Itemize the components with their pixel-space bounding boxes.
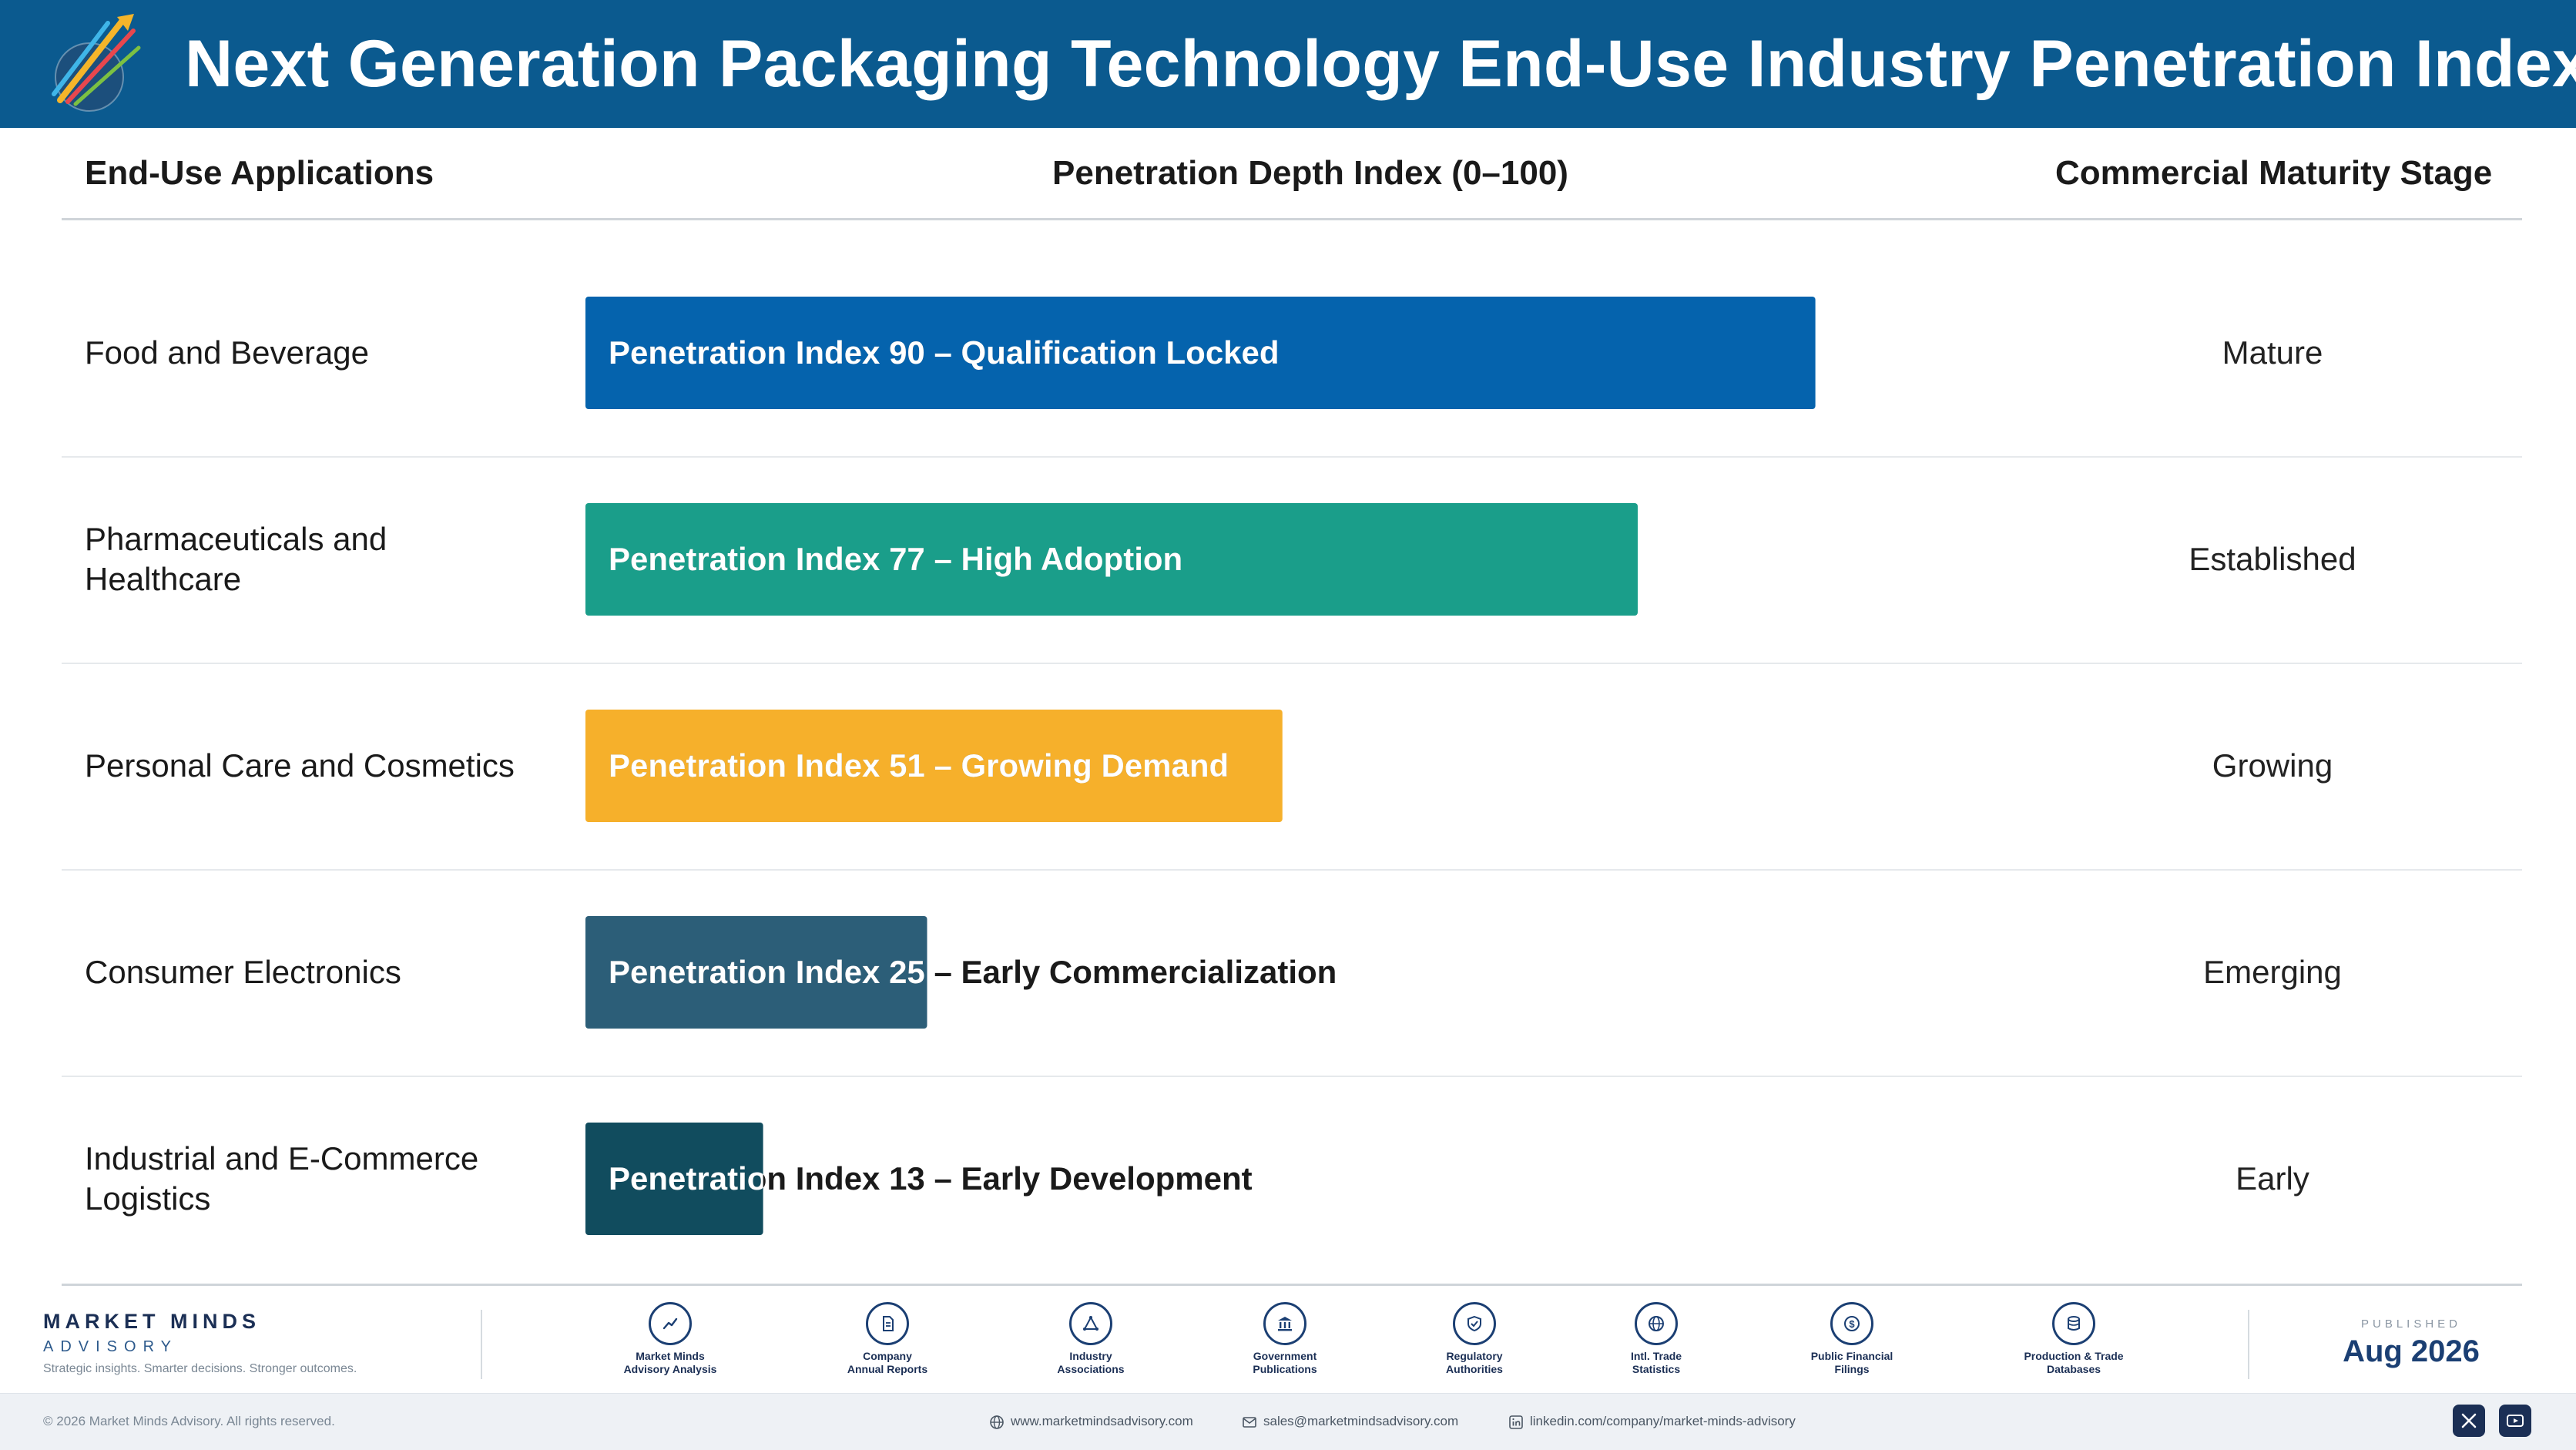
- source-icon-badge: $: [1830, 1302, 1873, 1345]
- page-title: Next Generation Packaging Technology End…: [185, 27, 2576, 101]
- source-item: $ Public Financial Filings: [1783, 1302, 1921, 1376]
- penetration-chart: Penetration Index 90 – Qualification Loc…: [0, 223, 2576, 1287]
- category-label: Personal Care and Cosmetics: [85, 747, 515, 784]
- source-item: Market Minds Advisory Analysis: [601, 1302, 740, 1376]
- website-text: www.marketmindsadvisory.com: [1011, 1414, 1193, 1428]
- bar-label: Penetration Index 51 – Growing Demand: [609, 747, 1229, 784]
- column-header-stage: Commercial Maturity Stage: [2055, 154, 2493, 192]
- brand-name: MARKET MINDS: [43, 1310, 260, 1333]
- source-item: Company Annual Reports: [818, 1302, 957, 1376]
- maturity-stage-label: Established: [2189, 541, 2356, 577]
- source-label: Industry Associations: [1057, 1350, 1125, 1375]
- column-header-applications: End-Use Applications: [85, 154, 434, 192]
- bar-label: Penetration Index 25 – Early Commerciali…: [609, 954, 1337, 990]
- x-icon: [2461, 1413, 2477, 1428]
- linkedin-link[interactable]: linkedin.com/company/market-minds-adviso…: [1508, 1414, 1796, 1430]
- bar-chart-svg: Penetration Index 90 – Qualification Loc…: [585, 297, 1816, 1235]
- row-separator: [62, 869, 2522, 871]
- maturity-stage-label: Early: [2236, 1160, 2309, 1197]
- government-building-icon: [1278, 1317, 1292, 1331]
- mail-icon: [1243, 1416, 1256, 1428]
- row-separator: [62, 663, 2522, 664]
- bar: [585, 710, 1283, 822]
- video-play-icon: [2507, 1415, 2524, 1427]
- column-header-index: Penetration Depth Index (0–100): [1052, 154, 1568, 192]
- category-label: Pharmaceuticals and Healthcare: [85, 521, 387, 597]
- source-label: Production & Trade Databases: [2024, 1350, 2124, 1375]
- title-bar: Next Generation Packaging Technology End…: [0, 0, 2576, 128]
- network-icon: [1083, 1315, 1098, 1331]
- bottom-bar: [0, 1393, 2576, 1450]
- database-icon: [2068, 1316, 2080, 1331]
- source-icon-badge: [1069, 1302, 1112, 1345]
- bar-label: Penetration Index 13 – Early Development: [609, 1160, 1253, 1197]
- x-social-button[interactable]: [2453, 1405, 2485, 1437]
- row-separator: [62, 1076, 2522, 1077]
- copyright-text: © 2026 Market Minds Advisory. All rights…: [43, 1414, 335, 1428]
- source-item: Production & Trade Databases: [2004, 1302, 2143, 1376]
- header-divider: [62, 218, 2522, 220]
- source-label: Intl. Trade Statistics: [1630, 1350, 1682, 1375]
- svg-text:$: $: [1849, 1318, 1855, 1330]
- source-icon-badge: [1453, 1302, 1496, 1345]
- source-item: Intl. Trade Statistics: [1587, 1302, 1726, 1376]
- shield-check-icon: [1467, 1315, 1481, 1332]
- source-label: Government Publications: [1253, 1350, 1317, 1375]
- source-item: Regulatory Authorities: [1405, 1302, 1544, 1376]
- source-item: Industry Associations: [1021, 1302, 1160, 1376]
- bar: [585, 297, 1816, 409]
- document-icon: [883, 1316, 894, 1331]
- bar-label: Penetration Index 77 – High Adoption: [609, 541, 1182, 577]
- maturity-stage-label: Emerging: [2203, 954, 2342, 990]
- bar-label-overlay: Penetration Index 51 – Growing Demand: [609, 747, 1229, 784]
- bar: [585, 916, 927, 1029]
- source-icon-badge: [2052, 1302, 2095, 1345]
- source-label: Regulatory Authorities: [1446, 1350, 1503, 1375]
- maturity-stage-label: Mature: [2222, 334, 2323, 371]
- email-text: sales@marketmindsadvisory.com: [1263, 1414, 1459, 1428]
- bar: [585, 1123, 763, 1235]
- company-logo: [52, 14, 141, 112]
- source-label: Market Minds Advisory Analysis: [623, 1350, 717, 1375]
- published-label: PUBLISHED: [2360, 1317, 2462, 1331]
- chart-bottom-divider: [62, 1284, 2522, 1286]
- trend-chart-icon: [662, 1317, 678, 1330]
- brand-tagline: Strategic insights. Smarter decisions. S…: [43, 1362, 357, 1375]
- bar-label: Penetration Index 90 – Qualification Loc…: [609, 334, 1280, 371]
- source-item: Government Publications: [1216, 1302, 1354, 1376]
- category-label: Food and Beverage: [85, 334, 369, 371]
- footer-divider-right: [2248, 1310, 2249, 1379]
- category-label: Industrial and E-Commerce Logistics: [85, 1140, 479, 1217]
- source-icon-badge: [1263, 1302, 1306, 1345]
- published-date: Aug 2026: [2343, 1334, 2480, 1368]
- bar-label-overlay: Penetration Index 77 – High Adoption: [609, 541, 1182, 577]
- brand-subtitle: ADVISORY: [43, 1338, 178, 1355]
- globe-icon: [990, 1415, 1004, 1429]
- footer-divider-left: [481, 1310, 482, 1379]
- source-icon-badge: [866, 1302, 909, 1345]
- source-label: Company Annual Reports: [847, 1350, 928, 1375]
- website-link[interactable]: www.marketmindsadvisory.com: [989, 1414, 1193, 1430]
- linkedin-text: linkedin.com/company/market-minds-adviso…: [1530, 1414, 1796, 1428]
- maturity-stage-label: Growing: [2212, 747, 2333, 784]
- row-separator: [62, 456, 2522, 458]
- globe-icon: [1649, 1316, 1664, 1331]
- source-icon-badge: [1635, 1302, 1678, 1345]
- bar-label-overlay: Penetration Index 90 – Qualification Loc…: [609, 334, 1280, 371]
- source-label: Public Financial Filings: [1810, 1350, 1893, 1375]
- bar: [585, 503, 1638, 616]
- youtube-social-button[interactable]: [2499, 1405, 2531, 1437]
- source-icon-badge: [649, 1302, 692, 1345]
- bar-label-overlay: Penetration Index 13 – Early Development: [609, 1160, 1253, 1197]
- coin-icon: $: [1844, 1316, 1860, 1331]
- category-label: Consumer Electronics: [85, 954, 401, 990]
- email-link[interactable]: sales@marketmindsadvisory.com: [1242, 1414, 1458, 1430]
- linkedin-icon: [1509, 1415, 1523, 1429]
- bar-label-overlay: Penetration Index 25 – Early Commerciali…: [609, 954, 1337, 990]
